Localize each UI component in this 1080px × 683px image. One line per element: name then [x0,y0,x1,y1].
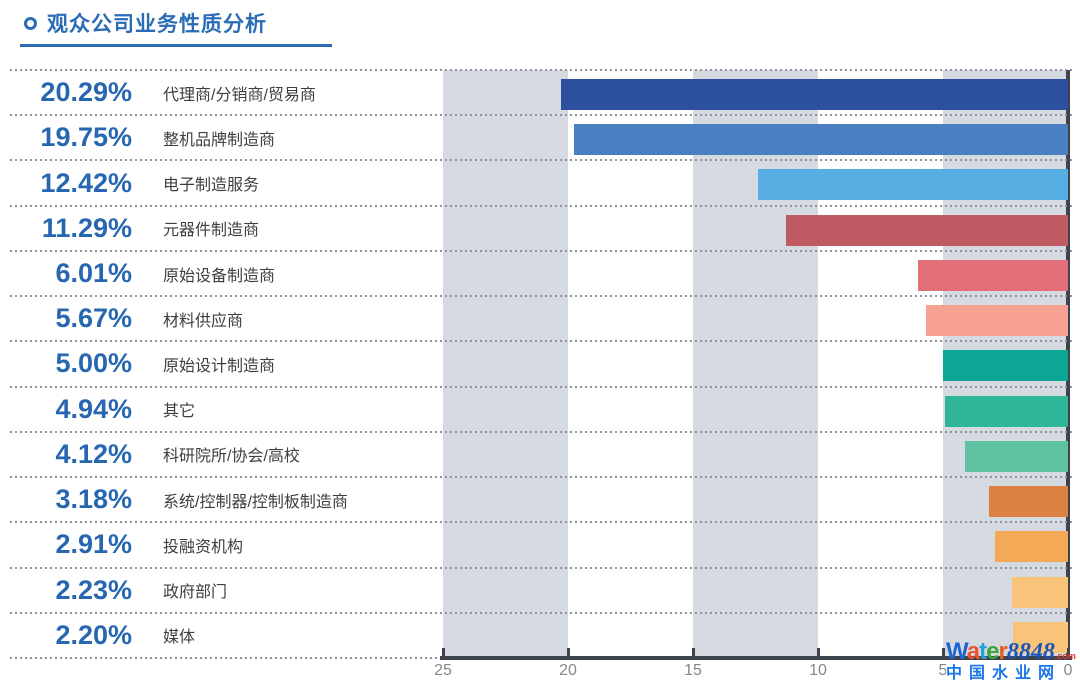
bar [965,440,1068,472]
percent-value: 4.94% [55,393,132,424]
percent-value: 2.91% [55,529,132,560]
dotted-separator [10,204,1072,207]
category-label: 原始设计制造商 [163,357,276,375]
chart-row: 5.67% 材料供应商 [0,296,1080,341]
watermark: Water8848.com 中国水业网 [946,640,1076,682]
percent-value: 20.29% [40,77,132,108]
bar [1012,576,1068,608]
category-label: 政府部门 [163,584,228,602]
percent-value: 6.01% [55,258,132,289]
percent-value: 5.67% [55,303,132,334]
axis-tick-label: 25 [434,662,452,679]
percent-value: 4.12% [55,438,132,469]
dotted-separator [10,340,1072,343]
percent-value: 11.29% [41,212,132,243]
page-title: 观众公司业务性质分析 [47,13,267,36]
bar [1013,621,1068,653]
dotted-separator [10,476,1072,479]
category-label: 整机品牌制造商 [163,131,276,149]
watermark-letter: a [966,638,980,665]
dotted-separator [10,159,1072,162]
dotted-separator [10,385,1072,388]
title-underline [20,44,332,47]
axis-tick [817,648,820,657]
category-label: 材料供应商 [163,312,244,330]
bar [988,486,1068,518]
chart-row: 11.29% 元器件制造商 [0,206,1080,251]
axis-tick-label: 20 [559,662,577,679]
percent-value: 2.23% [55,574,132,605]
category-label: 其它 [163,403,196,421]
dotted-separator [10,611,1072,614]
category-label: 元器件制造商 [163,222,260,240]
axis-tick [692,648,695,657]
grid-band-1 [693,70,818,658]
watermark-word: Water [946,638,1008,665]
bar [926,305,1068,337]
chart-row: 2.23% 政府部门 [0,568,1080,613]
axis-tick [942,648,945,657]
watermark-letter: e [986,638,999,665]
chart-row: 5.00% 原始设计制造商 [0,341,1080,386]
dotted-separator [10,521,1072,524]
watermark-letter: r [998,638,1007,665]
bar [560,79,1068,110]
bar [574,124,1068,156]
axis-tick-label: 10 [809,662,827,679]
dotted-separator [10,295,1072,298]
category-label: 科研院所/协会/高校 [163,448,300,466]
category-label: 电子制造服务 [163,177,260,195]
dotted-separator [10,430,1072,433]
watermark-number: 8848 [1006,639,1055,665]
percent-value: 12.42% [40,167,132,198]
dotted-separator [10,114,1072,117]
watermark-letter: W [946,638,968,665]
bar [757,169,1068,201]
axis-tick-label: 15 [684,662,702,679]
category-label: 媒体 [163,629,196,647]
bar [785,214,1068,246]
bar [944,395,1068,427]
axis-tick [442,648,445,657]
bar [943,350,1068,382]
percent-value: 2.20% [55,619,132,650]
chart-title-block: 观众公司业务性质分析 [20,8,332,47]
dotted-separator [10,249,1072,252]
axis-tick-label: 5 [938,662,948,679]
bar [995,531,1068,563]
zero-axis-border [1066,70,1070,660]
category-label: 投融资机构 [163,538,244,556]
chart-row: 4.94% 其它 [0,387,1080,432]
dotted-separator [10,566,1072,569]
chart-row: 6.01% 原始设备制造商 [0,251,1080,296]
chart-row: 2.20% 媒体 [0,613,1080,658]
category-label: 原始设备制造商 [163,267,276,285]
chart-row: 3.18% 系统/控制器/控制板制造商 [0,477,1080,522]
percent-value: 3.18% [55,484,132,515]
x-axis-line [440,656,1072,660]
circle-bullet-icon [24,16,37,30]
watermark-tld: .com [1054,651,1076,661]
axis-tick [567,648,570,657]
axis-tick [1067,648,1070,657]
watermark-logo: Water8848.com [946,638,1076,665]
chart-row: 2.91% 投融资机构 [0,522,1080,567]
dotted-separator [10,69,1072,71]
chart-row: 19.75% 整机品牌制造商 [0,115,1080,160]
chart-row: 20.29% 代理商/分销商/贸易商 [0,70,1080,115]
percent-value: 5.00% [55,348,132,379]
bar [917,259,1068,291]
percent-value: 19.75% [40,122,132,153]
watermark-letter: t [979,638,987,665]
category-label: 代理商/分销商/贸易商 [163,86,316,104]
axis-tick-label: 0 [1063,662,1073,679]
grid-band-0 [443,70,568,658]
chart-row: 4.12% 科研院所/协会/高校 [0,432,1080,477]
watermark-site-name: 中国水业网 [946,665,1062,682]
chart-row: 12.42% 电子制造服务 [0,160,1080,205]
category-label: 系统/控制器/控制板制造商 [163,493,348,511]
